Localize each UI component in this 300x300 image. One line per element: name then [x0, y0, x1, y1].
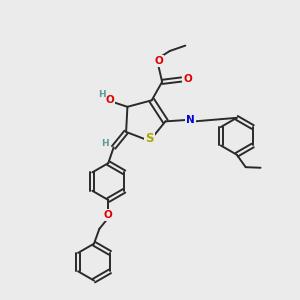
Text: H: H: [101, 139, 109, 148]
Text: S: S: [145, 132, 154, 146]
Text: O: O: [183, 74, 192, 85]
Text: H: H: [98, 89, 106, 98]
Text: O: O: [104, 210, 112, 220]
Text: O: O: [105, 95, 114, 105]
Text: O: O: [154, 56, 163, 66]
Text: N: N: [186, 115, 195, 125]
